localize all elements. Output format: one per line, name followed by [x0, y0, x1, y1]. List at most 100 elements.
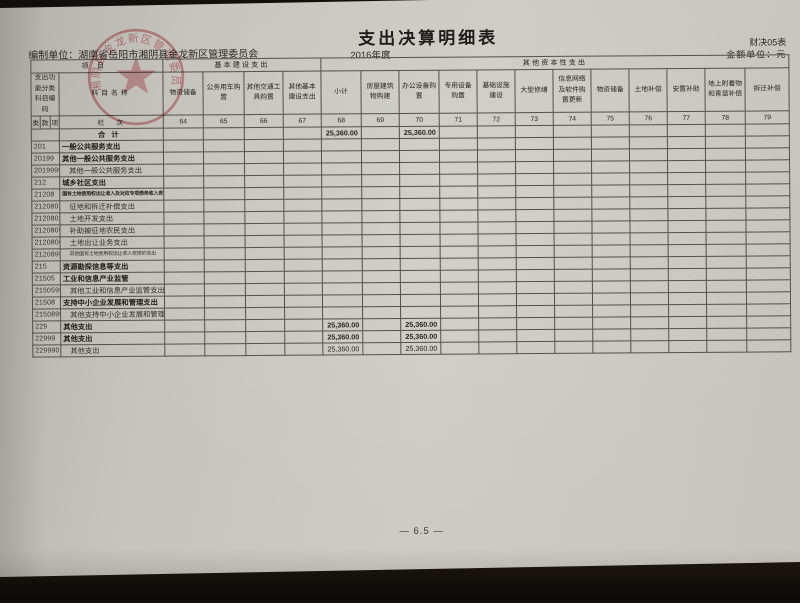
value-cell-76	[629, 172, 668, 186]
column-header-65: 公务用车购置	[202, 71, 245, 115]
value-cell-78	[706, 340, 747, 353]
value-cell-70	[399, 186, 440, 199]
value-cell-71	[440, 318, 479, 331]
value-cell-77	[667, 148, 706, 161]
value-cell-75	[591, 185, 630, 198]
value-cell-64	[164, 343, 205, 357]
value-cell-79	[746, 267, 791, 281]
value-cell-71	[440, 306, 479, 319]
value-cell-64	[164, 235, 205, 249]
column-header-78: 地上附着物和青苗补偿	[704, 68, 746, 112]
value-cell-66	[244, 175, 284, 188]
subject-code: 2120805	[31, 224, 61, 238]
value-cell-71	[440, 234, 479, 247]
value-cell-65	[204, 271, 246, 284]
value-cell-69	[361, 150, 400, 163]
value-cell-65	[204, 283, 246, 296]
column-number-70: 70	[399, 113, 440, 127]
column-number-71: 71	[439, 113, 478, 127]
value-cell-69	[362, 234, 401, 247]
value-cell-65	[203, 211, 245, 224]
value-cell-66	[245, 283, 285, 296]
subject-name: 国有土地使用权出让收入及对应专项债务收入安排的支出	[59, 188, 164, 201]
value-cell-64	[163, 223, 205, 237]
value-cell-69	[361, 126, 400, 139]
value-cell-79	[746, 327, 791, 341]
value-cell-70	[400, 294, 441, 307]
value-cell-79	[745, 195, 790, 209]
subject-code: 2019999	[31, 164, 60, 178]
value-cell-65	[203, 127, 245, 140]
column-header-74: 信息网络及软件购置更新	[552, 69, 592, 113]
value-cell-78	[706, 304, 747, 317]
value-cell-77	[668, 244, 707, 257]
value-cell-67	[283, 127, 322, 140]
value-cell-74	[553, 209, 592, 222]
value-cell-67	[283, 163, 322, 176]
value-cell-72	[478, 245, 517, 259]
value-cell-71	[439, 222, 479, 235]
subject-name: 其他一般公共服务支出	[59, 164, 164, 177]
value-cell-78	[705, 172, 746, 185]
value-cell-72	[478, 317, 517, 331]
value-cell-74	[553, 137, 592, 150]
value-cell-75	[592, 317, 631, 330]
value-cell-67	[284, 247, 323, 260]
value-cell-79	[746, 231, 791, 245]
column-header-67: 其他基本建设支出	[282, 71, 322, 115]
value-cell-66	[244, 199, 284, 212]
value-cell-71	[440, 270, 479, 283]
subject-name: 支持中小企业发展和管理支出	[60, 296, 165, 309]
value-cell-64	[164, 283, 205, 297]
value-cell-75	[591, 125, 630, 138]
column-header-71: 专用设备购置	[438, 69, 478, 114]
value-cell-69	[361, 174, 400, 187]
value-cell-64	[163, 187, 204, 201]
value-cell-77	[668, 316, 707, 329]
value-cell-73	[515, 125, 554, 138]
value-cell-74	[554, 293, 593, 306]
value-cell-64	[163, 175, 204, 189]
official-seal-stamp: 湘阴县金龙新区管理委员会	[86, 27, 185, 126]
value-cell-65	[203, 151, 245, 164]
value-cell-71	[440, 246, 479, 259]
value-cell-72	[478, 329, 517, 343]
value-cell-68	[321, 198, 362, 212]
value-cell-73	[516, 305, 555, 318]
value-cell-68: 25,360.00	[321, 126, 362, 140]
column-number-74: 74	[553, 112, 592, 126]
column-number-66: 66	[244, 114, 284, 128]
value-cell-68	[321, 186, 362, 200]
value-cell-78	[706, 316, 747, 329]
value-cell-70	[400, 282, 441, 295]
subject-name: 土地出让业务支出	[60, 236, 165, 249]
value-cell-64	[163, 199, 204, 213]
value-cell-74	[553, 161, 592, 174]
value-cell-68: 25,360.00	[322, 318, 363, 332]
value-cell-66	[244, 151, 284, 164]
value-cell-73	[516, 281, 555, 294]
value-cell-77	[667, 208, 706, 221]
value-cell-70	[399, 138, 440, 151]
value-cell-79	[746, 243, 791, 257]
value-cell-75	[591, 173, 630, 186]
value-cell-77	[667, 172, 706, 185]
value-cell-67	[283, 151, 322, 164]
value-cell-67	[284, 283, 323, 296]
value-cell-66	[244, 211, 284, 224]
value-cell-78	[705, 148, 746, 161]
value-cell-73	[515, 161, 554, 174]
value-cell-78	[705, 196, 746, 209]
value-cell-72	[477, 197, 516, 211]
value-cell-73	[516, 233, 555, 246]
value-cell-74	[554, 233, 593, 246]
value-cell-77	[668, 256, 707, 269]
value-cell-65	[203, 163, 245, 176]
subject-name: 其他支出	[60, 332, 165, 345]
value-cell-65	[203, 175, 245, 188]
value-cell-66	[244, 139, 284, 152]
value-cell-76	[629, 196, 668, 210]
value-cell-69	[362, 330, 401, 343]
value-cell-68	[321, 162, 362, 176]
